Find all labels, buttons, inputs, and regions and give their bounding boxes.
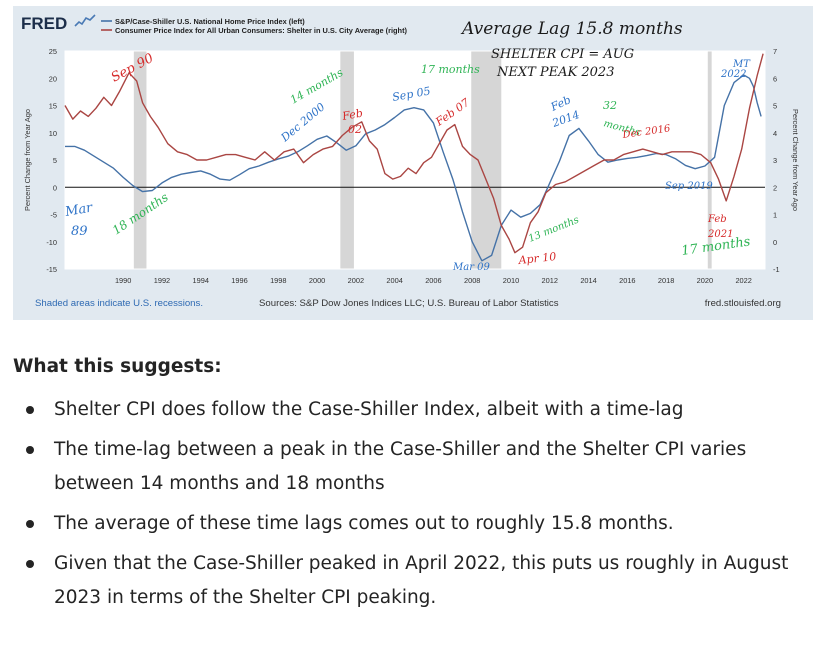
section-heading: What this suggests:	[13, 356, 222, 377]
plot-area	[65, 51, 765, 269]
recession-band-3	[707, 51, 712, 269]
annotation-22: Sep 2019	[665, 181, 713, 192]
x-tick-label: 2006	[425, 276, 441, 285]
y-left-tick-label: -15	[46, 265, 57, 274]
list-item-text: The time-lag between a peak in the Case-…	[54, 439, 747, 494]
recession-band-0	[133, 51, 147, 269]
fred-logo-sparkline-icon	[74, 14, 96, 27]
annotation-15: Apr 10	[517, 250, 557, 267]
annotation-1: SHELTER CPI = AUG	[491, 47, 634, 62]
x-tick-label: 1992	[154, 276, 170, 285]
fred-chart-figure: FRED S&P/Case-Shiller U.S. National Home…	[13, 6, 813, 320]
annotation-19: 32	[603, 99, 617, 112]
fred-logo: FRED	[21, 14, 96, 33]
annotation-4: Mar	[63, 200, 94, 220]
list-item: The time-lag between a peak in the Case-…	[13, 433, 813, 501]
fred-brand-text: FRED	[21, 14, 67, 33]
list-item: Given that the Case-Shiller peaked in Ap…	[13, 547, 813, 615]
x-tick-label: 2010	[503, 276, 519, 285]
y-right-tick-label: 2	[773, 183, 777, 192]
annotation-26: MT	[732, 59, 751, 70]
x-tick-label: 1996	[231, 276, 247, 285]
x-tick-label: 2018	[658, 276, 674, 285]
annotation-14: Mar 09	[452, 262, 491, 273]
y-right-tick-label: 1	[773, 211, 777, 220]
recession-band-2	[471, 51, 502, 269]
x-tick-label: 1998	[270, 276, 286, 285]
annotation-27: 2022	[720, 69, 746, 80]
annotation-23: Feb	[707, 214, 727, 225]
x-tick-label: 2016	[619, 276, 635, 285]
annotation-0: Average Lag 15.8 months	[460, 19, 683, 39]
series-line-1	[64, 53, 764, 254]
y-right-tick-label: 3	[773, 156, 777, 165]
list-item: Shelter CPI does follow the Case-Shiller…	[13, 393, 813, 427]
x-tick-label: 2020	[697, 276, 713, 285]
y-left-tick-label: -5	[50, 211, 57, 220]
chart-legend: S&P/Case-Shiller U.S. National Home Pric…	[101, 17, 408, 35]
y-right-tick-label: 5	[773, 102, 777, 111]
bullet-icon	[26, 406, 34, 414]
plot-frame	[64, 50, 766, 270]
annotation-2: NEXT PEAK 2023	[496, 65, 614, 80]
annotation-12: 17 months	[421, 63, 480, 76]
article-body: What this suggests: Shelter CPI does fol…	[13, 356, 813, 621]
list-item-text: Shelter CPI does follow the Case-Shiller…	[54, 399, 684, 420]
y-left-tick-label: 5	[53, 156, 57, 165]
x-tick-label: 2014	[580, 276, 596, 285]
bullet-icon	[26, 520, 34, 528]
annotation-9: Feb	[340, 107, 364, 124]
list-item: The average of these time lags comes out…	[13, 507, 813, 541]
bullet-icon	[26, 560, 34, 568]
recession-bands	[65, 51, 765, 269]
x-tick-label: 2004	[386, 276, 402, 285]
recession-note: Shaded areas indicate U.S. recessions.	[35, 298, 203, 309]
fred-chart: FRED S&P/Case-Shiller U.S. National Home…	[21, 14, 800, 309]
fred-url: fred.stlouisfed.org	[705, 298, 781, 309]
y-left-tick-label: 10	[49, 129, 57, 138]
y-left-tick-label: -10	[46, 238, 57, 247]
y-left-tick-label: 20	[49, 74, 57, 83]
legend-label-1: Consumer Price Index for All Urban Consu…	[115, 26, 408, 35]
y-left-axis-label: Percent Change from Year Ago	[23, 109, 32, 211]
x-tick-label: 2012	[542, 276, 558, 285]
x-tick-label: 2008	[464, 276, 480, 285]
x-tick-label: 1990	[115, 276, 131, 285]
bullet-icon	[26, 446, 34, 454]
list-item-text: Given that the Case-Shiller peaked in Ap…	[54, 553, 789, 608]
y-left-tick-label: 15	[49, 102, 57, 111]
x-tick-label: 2022	[735, 276, 751, 285]
annotation-24: 2021	[707, 229, 733, 240]
sources-note: Sources: S&P Dow Jones Indices LLC; U.S.…	[259, 298, 559, 309]
recession-band-1	[340, 51, 354, 269]
y-right-tick-label: -1	[773, 265, 780, 274]
y-right-axis-label: Percent Change from Year Ago	[791, 109, 800, 211]
x-tick-label: 2002	[348, 276, 364, 285]
y-right-tick-label: 4	[773, 129, 777, 138]
chart-footer: Shaded areas indicate U.S. recessions. S…	[35, 298, 781, 309]
list-item-text: The average of these time lags comes out…	[54, 513, 674, 534]
legend-label-0: S&P/Case-Shiller U.S. National Home Pric…	[115, 17, 305, 26]
y-right-tick-label: 7	[773, 47, 777, 56]
y-right-tick-label: 0	[773, 238, 777, 247]
x-tick-label: 2000	[309, 276, 325, 285]
y-left-tick-label: 0	[53, 183, 57, 192]
bullet-list: Shelter CPI does follow the Case-Shiller…	[13, 393, 813, 615]
series-layer	[64, 53, 764, 262]
y-left-tick-label: 25	[49, 47, 57, 56]
y-right-tick-label: 6	[773, 74, 777, 83]
annotation-5: 89	[71, 224, 88, 239]
annotation-10: 02	[348, 123, 362, 136]
x-tick-label: 1994	[193, 276, 209, 285]
